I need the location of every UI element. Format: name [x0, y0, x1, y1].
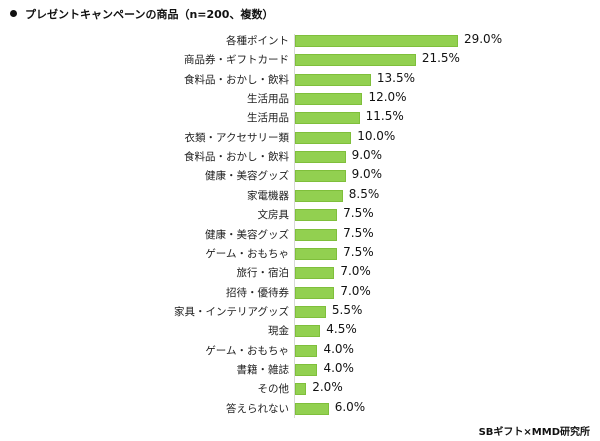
category-label: 衣類・アクセサリー類 [184, 131, 289, 144]
bar [295, 363, 318, 376]
bar [295, 35, 458, 47]
bar-row: 答えられない 6.0% [0, 399, 600, 418]
bar [295, 247, 338, 260]
bar-row: 食料品・おかし・飲料 13.5% [0, 70, 600, 89]
value-label: 4.0% [323, 341, 354, 356]
value-label: 29.0% [463, 32, 503, 46]
bar [295, 344, 318, 357]
category-label: 書籍・雑誌 [236, 363, 290, 376]
bar-row: 家具・インテリアグッズ 5.5% [0, 302, 600, 321]
bar-row: 現金 4.5% [0, 321, 600, 340]
category-label: その他 [257, 383, 290, 396]
value-label: 7.5% [343, 244, 374, 259]
bar-row: ゲーム・おもちゃ 4.0% [0, 341, 600, 360]
category-label: 生活用品 [247, 93, 289, 106]
value-label: 11.5% [365, 109, 404, 124]
bar [295, 209, 338, 222]
category-label: 食料品・おかし・飲料 [184, 151, 289, 164]
value-label: 13.5% [376, 70, 415, 85]
bar-row: 健康・美容グッズ 7.5% [0, 225, 600, 244]
bar-row: 商品券・ギフトカード 21.5% [0, 50, 600, 69]
value-label: 6.0% [334, 399, 366, 414]
bar [295, 383, 307, 396]
value-label: 8.5% [348, 186, 380, 201]
bar-row: 各種ポイント 29.0% [0, 31, 600, 50]
bar [295, 402, 329, 415]
category-label: 答えられない [226, 402, 289, 415]
bar-row: 文房具 7.5% [0, 205, 600, 224]
category-label: 食料品・おかし・飲料 [184, 73, 289, 86]
bar-row: その他 2.0% [0, 379, 600, 398]
source-credit: SBギフト×MMD研究所 [478, 427, 590, 438]
category-label: ゲーム・おもちゃ [205, 247, 289, 260]
bar-row: 招待・優待券 7.0% [0, 283, 600, 302]
category-label: 健康・美容グッズ [205, 170, 289, 183]
category-label: 現金 [268, 325, 289, 338]
bar [295, 131, 352, 144]
bar-row: 健康・美容グッズ 9.0% [0, 166, 600, 185]
category-label: 招待・優待券 [226, 286, 289, 299]
bar [295, 325, 321, 338]
value-label: 7.0% [340, 264, 371, 279]
value-label: 7.5% [343, 206, 374, 221]
value-label: 7.0% [340, 283, 371, 298]
bar [295, 286, 335, 299]
bar-row: 家電機器 8.5% [0, 186, 600, 205]
value-label: 4.5% [326, 322, 357, 337]
bar-row: 生活用品 11.5% [0, 108, 600, 127]
chart-title-text: プレゼントキャンペーンの商品（n=200、複数） [25, 8, 274, 21]
bar [295, 93, 363, 106]
value-label: 10.0% [357, 128, 396, 143]
value-label: 5.5% [331, 302, 363, 317]
bar-row: 衣類・アクセサリー類 10.0% [0, 128, 600, 147]
bar [295, 170, 346, 183]
category-label: 旅行・宿泊 [236, 267, 290, 280]
bar-row: 生活用品 12.0% [0, 89, 600, 108]
category-label: 文房具 [257, 209, 290, 222]
category-label: 各種ポイント [226, 35, 289, 47]
value-label: 9.0% [351, 148, 383, 163]
bar [295, 73, 371, 86]
value-label: 7.5% [343, 225, 374, 240]
value-label: 9.0% [351, 167, 383, 182]
value-label: 12.0% [368, 90, 407, 105]
category-label: 商品券・ギフトカード [184, 54, 289, 67]
bar [295, 228, 338, 241]
value-label: 2.0% [312, 380, 343, 395]
bar [295, 267, 335, 280]
bar [295, 54, 416, 67]
bar-row: 書籍・雑誌 4.0% [0, 360, 600, 379]
bar-row: 食料品・おかし・飲料 9.0% [0, 147, 600, 166]
bar [295, 305, 326, 318]
bar-row: 旅行・宿泊 7.0% [0, 263, 600, 282]
chart-title: プレゼントキャンペーンの商品（n=200、複数） [10, 6, 273, 22]
bar [295, 189, 343, 202]
category-label: 生活用品 [247, 112, 289, 125]
bar [295, 151, 346, 164]
category-label: ゲーム・おもちゃ [205, 344, 289, 357]
value-label: 4.0% [323, 360, 354, 375]
category-label: 健康・美容グッズ [205, 228, 289, 241]
category-axis-line [294, 34, 295, 418]
bar [295, 112, 360, 125]
bar-row: ゲーム・おもちゃ 7.5% [0, 244, 600, 263]
value-label: 21.5% [421, 51, 460, 66]
category-label: 家具・インテリアグッズ [174, 305, 289, 318]
bullet-icon [10, 10, 17, 17]
category-label: 家電機器 [247, 189, 289, 202]
